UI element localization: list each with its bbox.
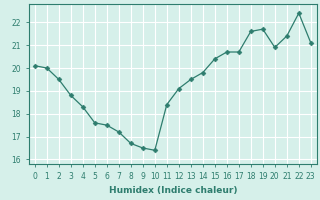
X-axis label: Humidex (Indice chaleur): Humidex (Indice chaleur) — [108, 186, 237, 195]
